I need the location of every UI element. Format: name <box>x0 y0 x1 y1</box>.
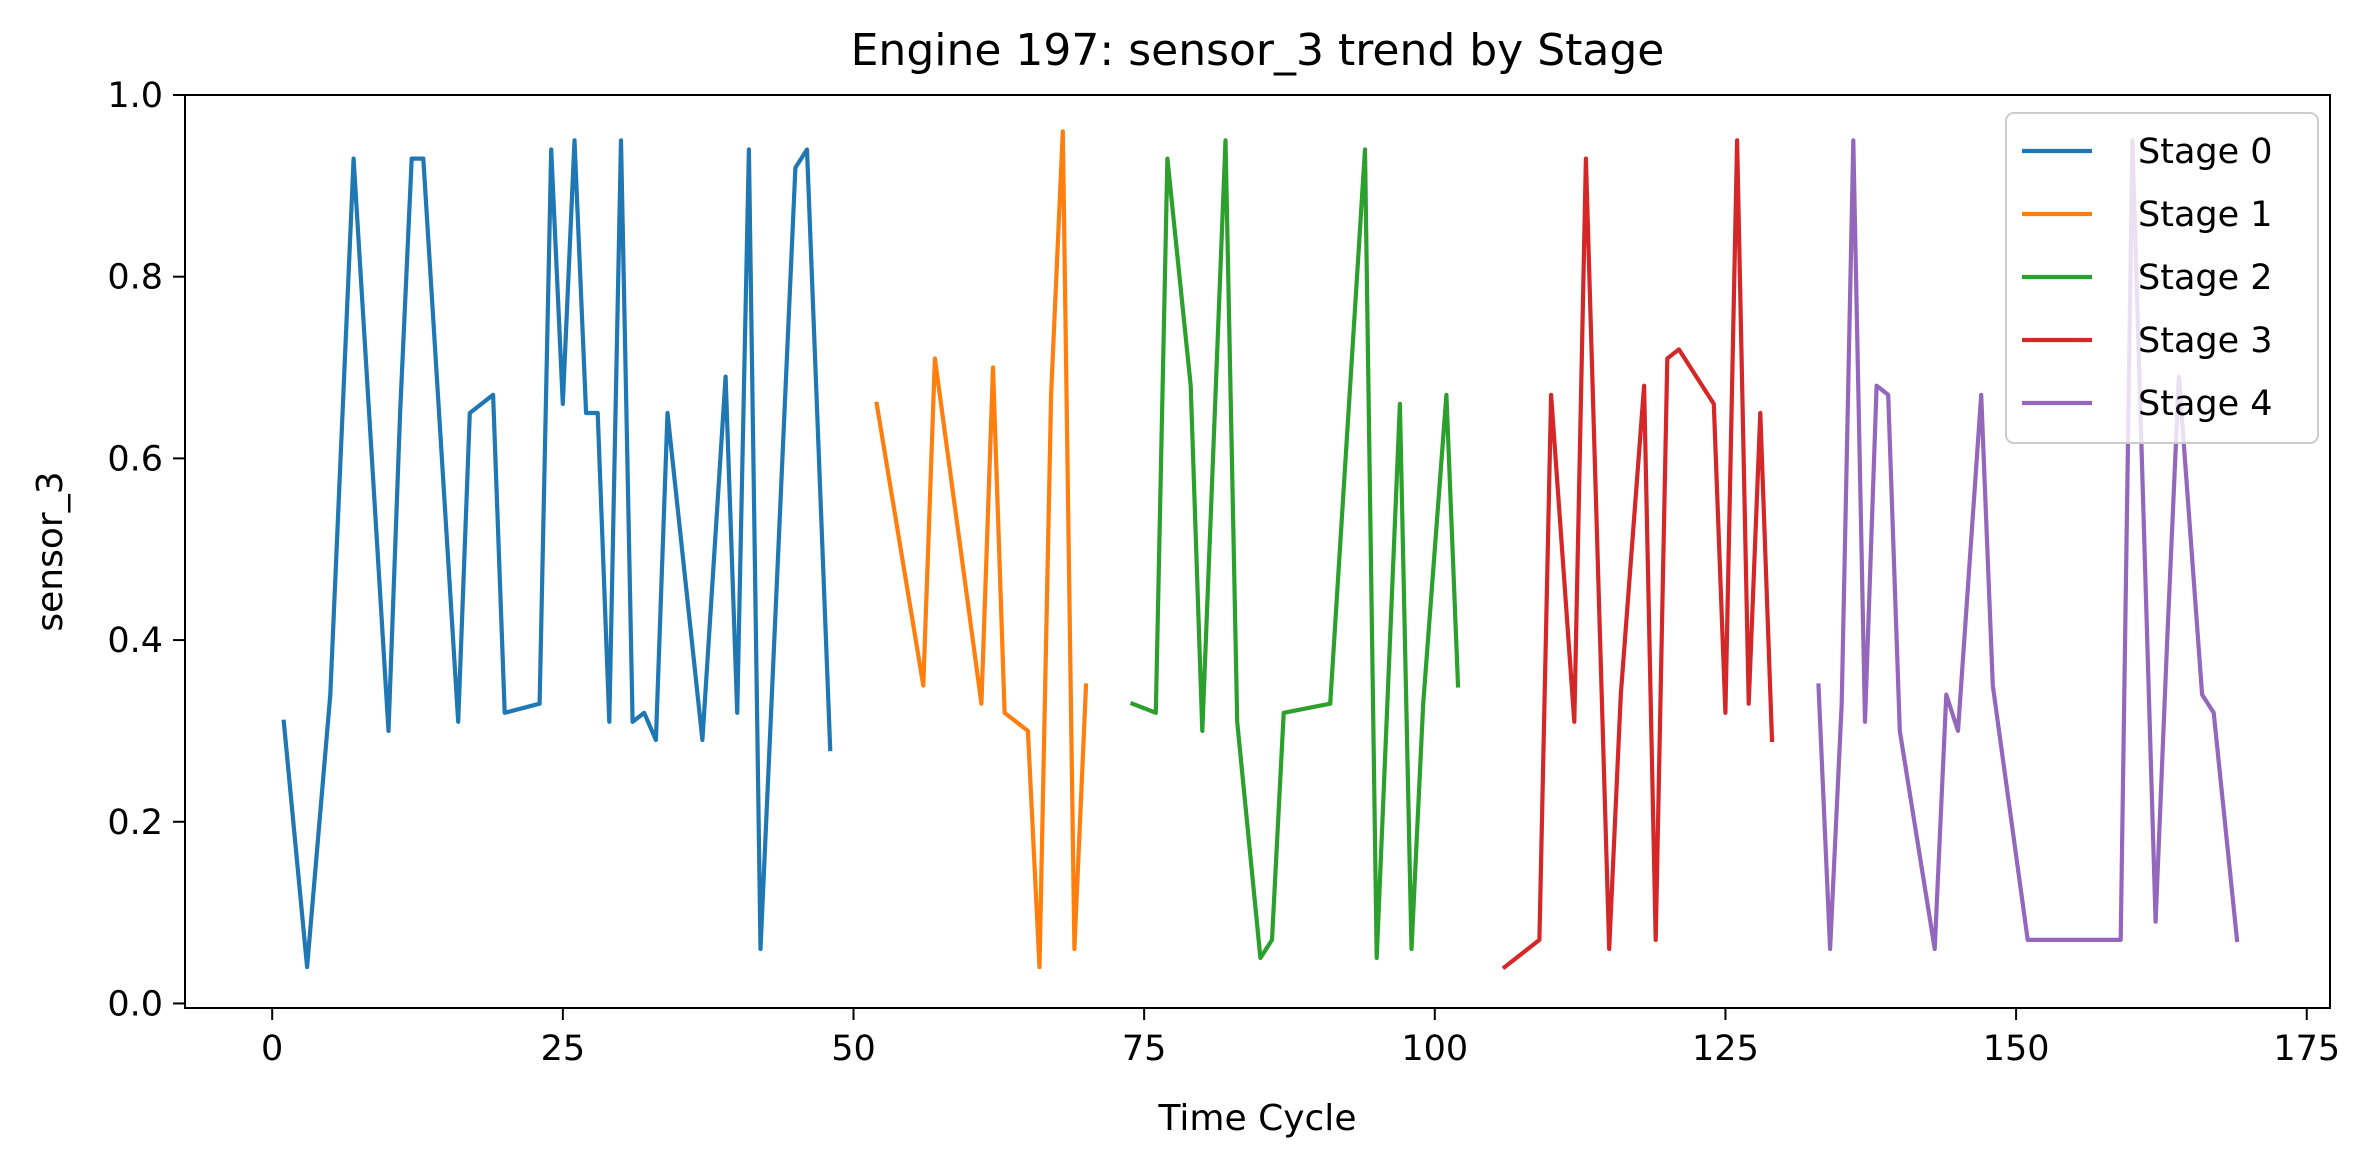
x-tick-label: 175 <box>2273 1029 2340 1069</box>
legend-label: Stage 3 <box>2138 321 2273 361</box>
legend-label: Stage 0 <box>2138 132 2273 172</box>
x-tick-label: 25 <box>541 1029 586 1069</box>
series-line-stage-3 <box>1501 138 1775 971</box>
series-line-stage-0 <box>281 138 833 970</box>
y-tick-label: 0.6 <box>107 439 163 479</box>
y-axis-label: sensor_3 <box>30 471 71 631</box>
y-tick-label: 0.8 <box>107 258 163 298</box>
x-tick-label: 0 <box>261 1029 283 1069</box>
legend: Stage 0 Stage 1 Stage 2 Stage 3 Stage 4 <box>2005 112 2319 444</box>
legend-label: Stage 2 <box>2138 258 2273 298</box>
series-line-stage-1 <box>874 129 1089 970</box>
legend-label: Stage 4 <box>2138 384 2273 424</box>
series-line-stage-4 <box>1816 138 2240 952</box>
x-tick-label: 50 <box>831 1029 876 1069</box>
y-tick-label: 0.4 <box>107 621 163 661</box>
y-axis-ticks: 0.0 0.2 0.4 0.6 0.8 1.0 <box>107 76 185 1024</box>
legend-box <box>2005 112 2319 444</box>
chart-title: Engine 197: sensor_3 trend by Stage <box>851 25 1665 76</box>
series-line-stage-2 <box>1129 138 1461 961</box>
legend-label: Stage 1 <box>2138 195 2273 235</box>
x-axis-label: Time Cycle <box>1158 1098 1357 1139</box>
x-tick-label: 75 <box>1122 1029 1167 1069</box>
y-tick-label: 0.2 <box>107 803 163 843</box>
x-tick-label: 100 <box>1401 1029 1468 1069</box>
x-tick-label: 150 <box>1983 1029 2050 1069</box>
series-layer <box>281 129 2240 971</box>
x-tick-label: 125 <box>1692 1029 1759 1069</box>
y-tick-label: 1.0 <box>107 76 163 116</box>
y-tick-label: 0.0 <box>107 984 163 1024</box>
x-axis-ticks: 0 25 50 75 100 125 150 175 <box>261 1008 2340 1069</box>
plot-frame <box>184 94 2331 1009</box>
